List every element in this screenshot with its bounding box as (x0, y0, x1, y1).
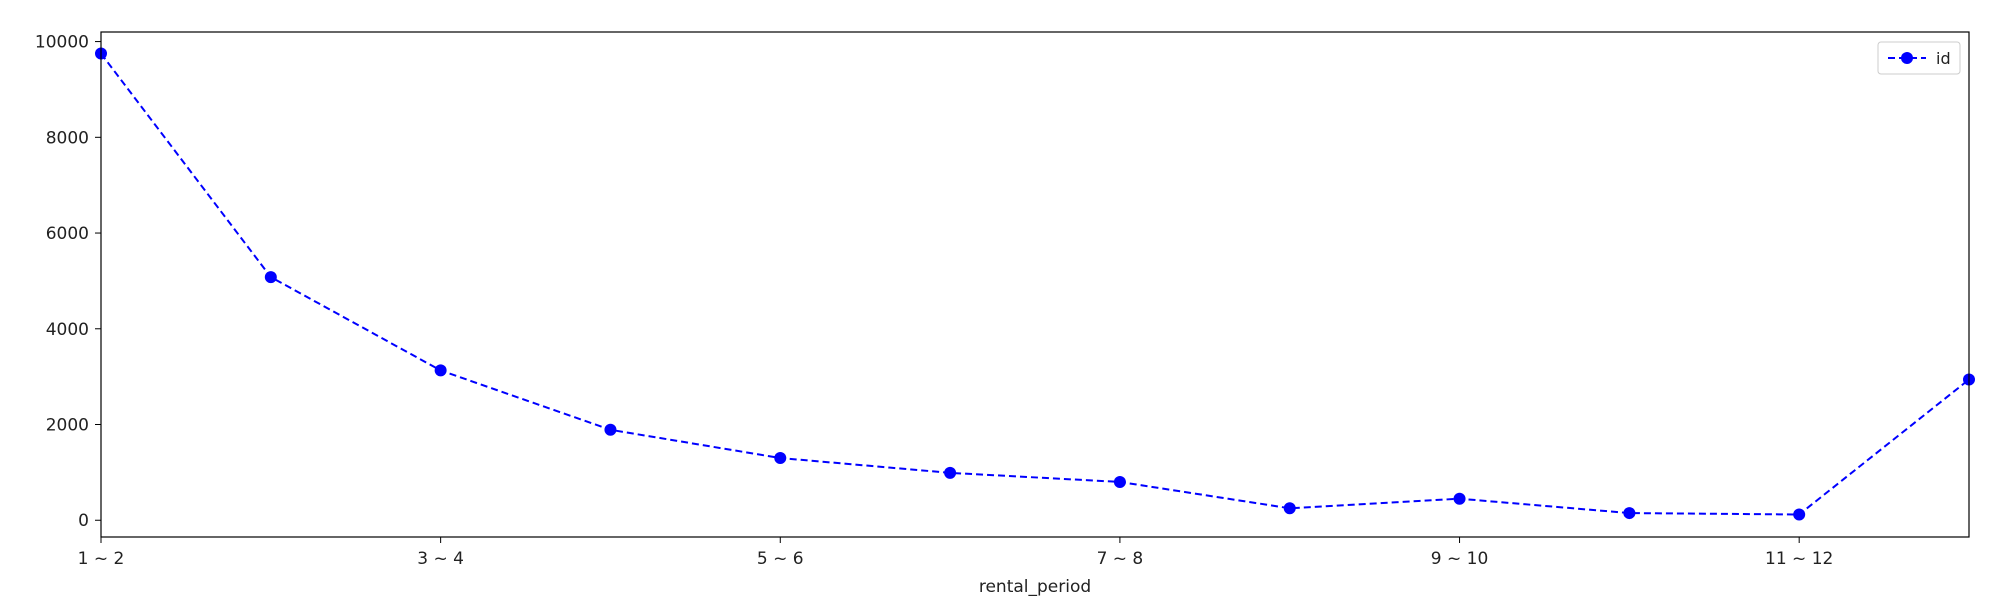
x-tick-label: 9 ~ 10 (1431, 549, 1489, 569)
y-tick-label: 6000 (46, 224, 89, 244)
plot-frame (100, 31, 1970, 538)
data-point (1283, 502, 1296, 515)
data-point (434, 364, 447, 377)
data-point (604, 423, 617, 436)
legend-box (1877, 41, 1961, 75)
series-line-id (100, 52, 1970, 516)
y-tick-label: 8000 (46, 128, 89, 148)
data-point (1623, 507, 1636, 520)
y-tick-label: 0 (78, 511, 89, 531)
data-point (264, 271, 277, 284)
x-tick-label: 7 ~ 8 (1097, 549, 1144, 569)
x-axis-label: rental_period (979, 577, 1091, 597)
x-tick-label: 5 ~ 6 (757, 549, 804, 569)
legend-label: id (1936, 49, 1951, 68)
data-point (944, 466, 957, 479)
x-tick-label: 1 ~ 2 (78, 549, 125, 569)
legend: id (1877, 41, 1961, 75)
data-point (1453, 492, 1466, 505)
data-point (774, 452, 787, 465)
x-tick-label: 3 ~ 4 (417, 549, 464, 569)
y-axis-ticks: 0 2000 4000 6000 8000 10000 (35, 33, 101, 531)
y-tick-label: 4000 (46, 320, 89, 340)
y-tick-label: 10000 (35, 33, 89, 53)
data-point (1793, 508, 1806, 521)
x-tick-label: 11 ~ 12 (1765, 549, 1833, 569)
x-axis-ticks: 1 ~ 2 3 ~ 4 5 ~ 6 7 ~ 8 9 ~ 10 11 ~ 12 (78, 537, 1833, 569)
series-layer (95, 47, 1975, 521)
y-tick-label: 2000 (46, 416, 89, 436)
legend-marker (1901, 52, 1913, 64)
data-point (1113, 475, 1126, 488)
